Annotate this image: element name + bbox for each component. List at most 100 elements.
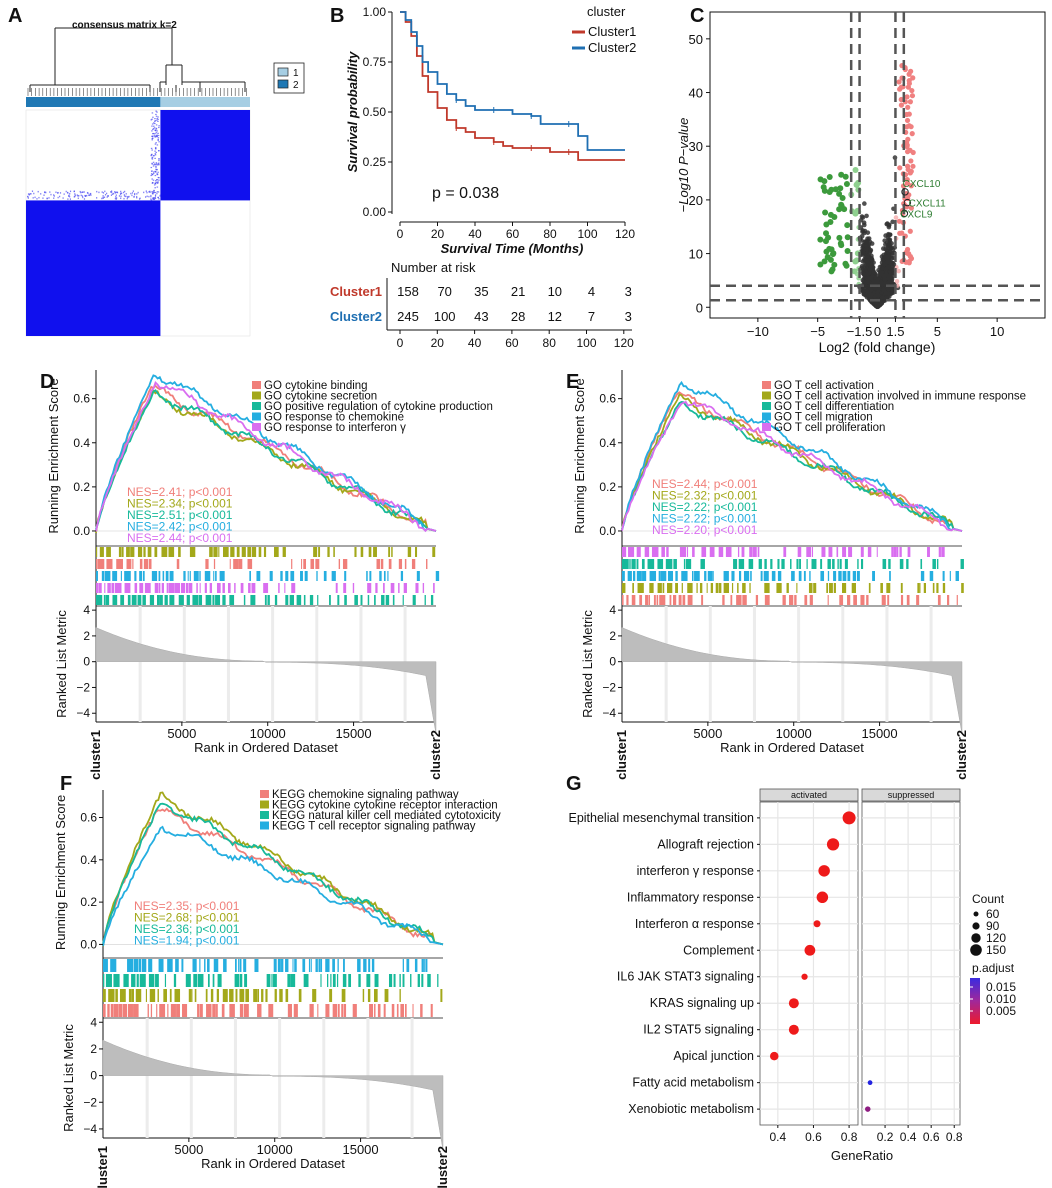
hit-bar [238, 959, 240, 972]
hit-bar [222, 595, 226, 605]
hit-bar [725, 547, 732, 557]
heatmap-noise [153, 134, 156, 136]
hit-bar [764, 559, 767, 569]
hit-bar [185, 583, 189, 593]
hit-bar [285, 571, 289, 581]
es-y-tick-label: 0.2 [599, 480, 616, 494]
heatmap-noise [69, 190, 72, 193]
hit-bar [303, 559, 307, 569]
heatmap-noise [152, 161, 155, 163]
dot-apical-junction [770, 1051, 779, 1061]
hit-bar [723, 571, 729, 581]
hit-bar [848, 547, 853, 557]
hit-bar [706, 583, 708, 593]
hit-bar [110, 959, 117, 972]
hit-bar [217, 974, 222, 987]
hit-bar [367, 583, 372, 593]
legend-label: KEGG cytokine cytokine receptor interact… [272, 800, 498, 812]
hit-bar [700, 559, 705, 569]
volcano-point [862, 228, 868, 234]
volcano-point-down [853, 181, 860, 188]
hit-bar [889, 571, 891, 581]
legend-count-label: 120 [986, 931, 1006, 945]
rank-end-label-cluster1: cluster1 [95, 1146, 110, 1188]
hit-bar [622, 559, 629, 569]
heatmap-noise [63, 193, 65, 195]
dot-interferon-response [813, 920, 821, 928]
hit-bar [205, 595, 212, 605]
hit-bar [796, 583, 798, 593]
y-axis-title: Survival probability [345, 51, 360, 172]
heatmap-noise [120, 197, 122, 200]
hit-bar [839, 559, 842, 569]
heatmap-noise [157, 132, 159, 134]
heatmap-noise [146, 195, 148, 198]
hit-bar [273, 974, 277, 987]
volcano-point [881, 273, 887, 279]
hit-bar [296, 595, 302, 605]
risk-x-tick-label: 120 [614, 336, 634, 350]
hit-bar [107, 583, 111, 593]
hit-bar [151, 571, 158, 581]
hit-bar [303, 595, 306, 605]
hit-bar [155, 974, 159, 987]
hit-bar [626, 595, 629, 605]
nes-label: NES=2.41; p<0.001 [127, 485, 233, 499]
hit-bar [942, 571, 945, 581]
heatmap-noise [34, 196, 36, 199]
hit-bar [423, 959, 425, 972]
volcano-point-up [904, 94, 910, 100]
heatmap-noise [53, 195, 55, 197]
hit-bar [188, 989, 192, 1002]
heatmap-noise [158, 141, 160, 143]
hit-bar [234, 974, 240, 987]
hit-bar [404, 1004, 407, 1017]
hit-bar [233, 559, 239, 569]
hit-bar [777, 571, 782, 581]
hit-bar [750, 571, 752, 581]
heatmap-noise [29, 193, 31, 195]
hit-bar [709, 547, 715, 557]
hit-bar [142, 959, 147, 972]
hit-bar [205, 559, 209, 569]
hit-bar [891, 547, 894, 557]
hit-bar [357, 959, 361, 972]
hit-bar [829, 583, 833, 593]
heatmap-noise [155, 127, 158, 129]
heatmap-noise [106, 196, 108, 198]
risk-table-title: Number at risk [391, 260, 476, 275]
hit-bar [96, 547, 98, 557]
legend-label-1: 1 [293, 68, 299, 79]
hit-bar [916, 595, 920, 605]
heatmap-noise [155, 166, 157, 168]
volcano-point-up [906, 80, 912, 87]
hit-bar [187, 571, 189, 581]
heatmap-noise [27, 193, 30, 195]
heatmap-noise [156, 134, 158, 136]
hit-bar [806, 559, 808, 569]
hit-bar [131, 595, 137, 605]
heatmap-noise [88, 194, 90, 196]
hit-bar [736, 595, 742, 605]
hit-bar [622, 547, 627, 557]
hit-bar [332, 974, 336, 987]
heatmap-noise [156, 117, 158, 120]
hit-bar [687, 583, 693, 593]
hit-bar [783, 547, 787, 557]
hit-bar [920, 559, 923, 569]
hit-bar [163, 989, 167, 1002]
hit-bar [124, 571, 131, 581]
heatmap-noise [144, 196, 147, 198]
heatmap-noise [151, 156, 154, 159]
hit-bar [639, 595, 643, 605]
hit-bar [130, 547, 135, 557]
hit-bar [710, 583, 714, 593]
hit-bar [168, 583, 175, 593]
volcano-point [864, 239, 869, 245]
heatmap-noise [152, 192, 154, 194]
legend-swatch [762, 381, 771, 389]
hit-bar [906, 595, 910, 605]
heatmap-noise [150, 198, 152, 200]
heatmap-noise [80, 194, 82, 197]
heatmap-noise [149, 190, 151, 193]
